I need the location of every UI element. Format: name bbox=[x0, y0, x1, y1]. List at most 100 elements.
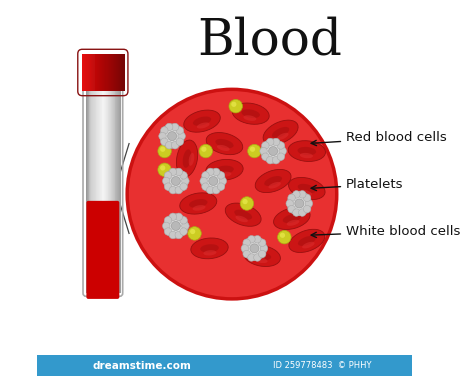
Text: Platelets: Platelets bbox=[311, 178, 403, 191]
Bar bbox=[117, 84, 118, 293]
Bar bbox=[89, 84, 90, 293]
Circle shape bbox=[209, 176, 218, 185]
Circle shape bbox=[201, 169, 225, 193]
Ellipse shape bbox=[219, 172, 231, 177]
Bar bbox=[92, 54, 93, 91]
Circle shape bbox=[305, 200, 313, 207]
Circle shape bbox=[277, 142, 284, 149]
Bar bbox=[118, 54, 119, 91]
Circle shape bbox=[299, 191, 306, 198]
Circle shape bbox=[303, 194, 311, 202]
Text: Blood: Blood bbox=[197, 16, 342, 66]
Circle shape bbox=[171, 123, 179, 131]
Circle shape bbox=[219, 177, 227, 185]
Circle shape bbox=[180, 228, 187, 235]
Circle shape bbox=[242, 199, 248, 204]
Bar bbox=[109, 54, 110, 91]
Circle shape bbox=[266, 156, 274, 164]
Bar bbox=[98, 54, 100, 91]
Circle shape bbox=[288, 205, 295, 213]
Bar bbox=[109, 84, 110, 293]
Ellipse shape bbox=[241, 109, 260, 118]
Ellipse shape bbox=[200, 244, 219, 253]
Bar bbox=[115, 84, 116, 293]
Circle shape bbox=[288, 194, 295, 202]
Circle shape bbox=[169, 186, 177, 194]
Circle shape bbox=[280, 233, 285, 238]
Bar bbox=[114, 84, 115, 293]
Ellipse shape bbox=[289, 178, 325, 199]
Text: dreamstime.com: dreamstime.com bbox=[93, 361, 191, 371]
Circle shape bbox=[180, 216, 187, 224]
Circle shape bbox=[292, 191, 300, 198]
Bar bbox=[105, 84, 106, 293]
Bar bbox=[94, 84, 95, 293]
Bar bbox=[120, 84, 121, 293]
Text: Red blood cells: Red blood cells bbox=[311, 132, 447, 146]
Ellipse shape bbox=[206, 133, 243, 155]
Circle shape bbox=[201, 147, 207, 152]
Bar bbox=[88, 84, 89, 293]
Bar bbox=[107, 84, 108, 293]
Circle shape bbox=[269, 147, 278, 156]
Ellipse shape bbox=[300, 153, 313, 158]
Circle shape bbox=[164, 169, 188, 193]
Circle shape bbox=[175, 231, 182, 239]
Circle shape bbox=[217, 183, 225, 190]
Bar bbox=[111, 84, 112, 293]
Circle shape bbox=[229, 100, 242, 113]
Bar bbox=[95, 84, 96, 293]
Ellipse shape bbox=[191, 238, 228, 259]
Bar bbox=[104, 54, 106, 91]
Circle shape bbox=[258, 250, 266, 258]
Bar bbox=[115, 84, 117, 293]
Circle shape bbox=[299, 209, 306, 216]
Circle shape bbox=[188, 227, 201, 240]
Ellipse shape bbox=[287, 220, 300, 226]
Ellipse shape bbox=[273, 207, 310, 230]
Ellipse shape bbox=[189, 199, 208, 208]
Circle shape bbox=[180, 183, 187, 190]
Circle shape bbox=[212, 186, 220, 194]
Ellipse shape bbox=[253, 251, 271, 260]
Bar bbox=[108, 84, 109, 293]
Circle shape bbox=[182, 222, 189, 230]
Bar bbox=[113, 54, 114, 91]
Bar bbox=[96, 84, 98, 293]
Ellipse shape bbox=[298, 147, 316, 155]
Ellipse shape bbox=[255, 257, 268, 263]
Bar bbox=[86, 54, 88, 91]
Bar bbox=[114, 54, 115, 91]
Circle shape bbox=[175, 213, 182, 221]
Ellipse shape bbox=[298, 236, 316, 246]
Bar bbox=[86, 84, 87, 293]
Circle shape bbox=[250, 244, 259, 253]
Bar bbox=[99, 54, 100, 91]
Ellipse shape bbox=[203, 250, 217, 256]
Bar bbox=[115, 54, 117, 91]
Bar bbox=[117, 54, 118, 91]
Bar bbox=[120, 54, 122, 91]
Circle shape bbox=[163, 222, 170, 230]
Ellipse shape bbox=[283, 214, 301, 223]
Circle shape bbox=[260, 147, 267, 155]
Circle shape bbox=[200, 177, 208, 185]
Circle shape bbox=[160, 147, 165, 152]
Circle shape bbox=[180, 172, 187, 179]
Bar bbox=[123, 54, 125, 91]
Bar bbox=[96, 84, 97, 293]
Circle shape bbox=[169, 231, 177, 239]
Circle shape bbox=[273, 138, 280, 146]
Circle shape bbox=[175, 186, 182, 194]
Bar bbox=[111, 54, 112, 91]
Circle shape bbox=[163, 177, 170, 185]
Circle shape bbox=[202, 172, 209, 179]
Ellipse shape bbox=[215, 139, 234, 148]
Bar bbox=[92, 84, 93, 293]
Circle shape bbox=[199, 144, 212, 158]
Circle shape bbox=[158, 163, 171, 176]
Ellipse shape bbox=[272, 127, 289, 138]
Ellipse shape bbox=[193, 116, 211, 126]
Bar bbox=[87, 84, 88, 293]
Bar bbox=[83, 54, 85, 91]
